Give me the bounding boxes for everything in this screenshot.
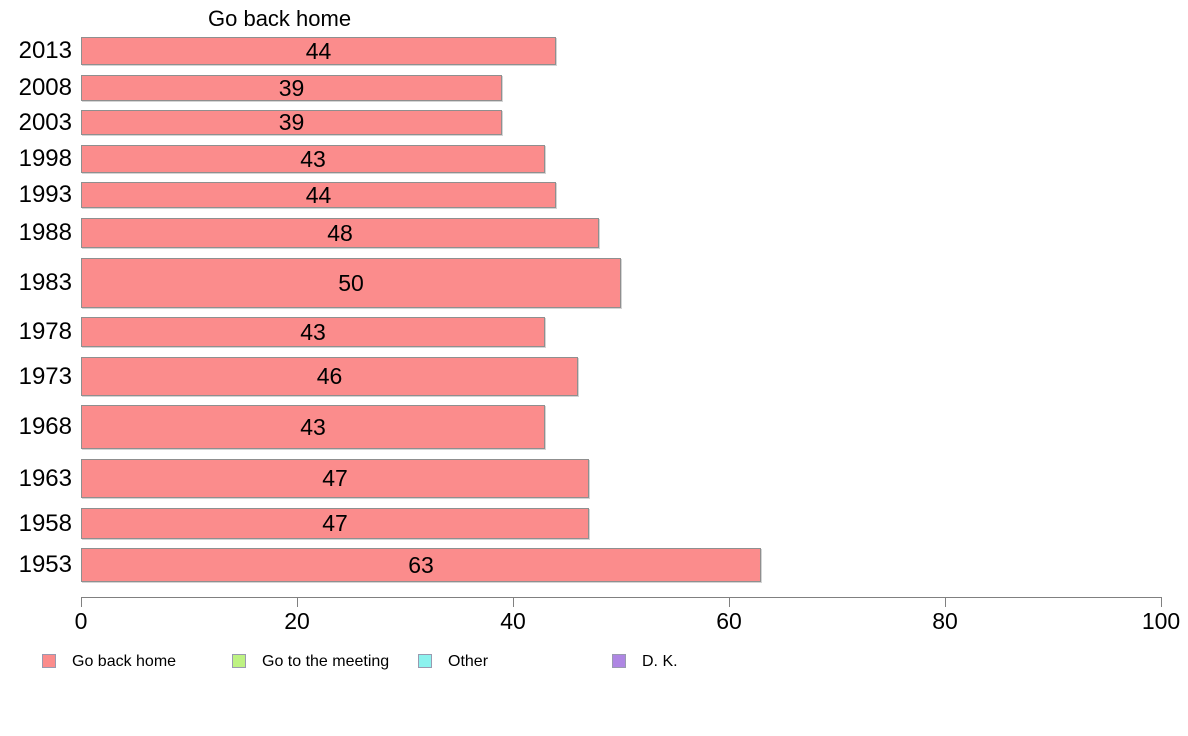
year-label: 1988: [0, 218, 72, 248]
chart-title: Go back home: [208, 6, 351, 32]
year-label: 1983: [0, 258, 72, 308]
x-axis-tick-label: 100: [1121, 608, 1188, 635]
bar-value-label: 47: [322, 510, 348, 537]
bar-value-label: 48: [327, 220, 353, 247]
bar-value-label: 47: [322, 465, 348, 492]
bar: 63: [81, 548, 761, 582]
bar: 43: [81, 145, 545, 173]
x-axis-tick-label: 80: [905, 608, 985, 635]
x-axis-tick: [945, 597, 946, 607]
bar: 43: [81, 405, 545, 449]
x-axis-line: [81, 597, 1162, 598]
x-axis-tick-label: 60: [689, 608, 769, 635]
year-label: 1958: [0, 508, 72, 539]
year-label: 1963: [0, 459, 72, 498]
bar: 50: [81, 258, 621, 308]
bar: 43: [81, 317, 545, 347]
year-label: 2008: [0, 75, 72, 101]
bar: 39: [81, 75, 502, 101]
year-label: 1968: [0, 405, 72, 449]
legend-label: Go to the meeting: [262, 653, 389, 671]
x-axis-tick-label: 20: [257, 608, 337, 635]
bar: 39: [81, 110, 502, 135]
bar-value-label: 39: [279, 109, 305, 136]
bar-value-label: 39: [279, 75, 305, 102]
bar-chart: Go back home 2013 44 2008 39 2003 39 1998 43 199…: [0, 0, 1188, 736]
legend-swatch-1: [42, 654, 56, 668]
bar: 44: [81, 182, 556, 208]
year-label: 1993: [0, 182, 72, 208]
legend-swatch-4: [612, 654, 626, 668]
legend-label: Other: [448, 653, 488, 671]
year-label: 1978: [0, 317, 72, 347]
x-axis-tick: [1161, 597, 1162, 607]
year-label: 1998: [0, 145, 72, 173]
bar: 47: [81, 508, 589, 539]
bar: 48: [81, 218, 599, 248]
bar-value-label: 44: [306, 38, 332, 65]
bar-value-label: 44: [306, 182, 332, 209]
x-axis-tick: [513, 597, 514, 607]
bar-value-label: 43: [300, 146, 326, 173]
legend-label: D. K.: [642, 653, 678, 671]
year-label: 2003: [0, 110, 72, 135]
bar: 47: [81, 459, 589, 498]
bar: 46: [81, 357, 578, 396]
x-axis-tick: [81, 597, 82, 607]
bar: 44: [81, 37, 556, 65]
bar-value-label: 43: [300, 414, 326, 441]
legend-swatch-2: [232, 654, 246, 668]
legend-label: Go back home: [72, 653, 176, 671]
year-label: 2013: [0, 37, 72, 65]
x-axis-tick: [297, 597, 298, 607]
bar-value-label: 63: [408, 552, 434, 579]
bar-value-label: 50: [338, 270, 364, 297]
bar-value-label: 43: [300, 319, 326, 346]
bar-value-label: 46: [317, 363, 343, 390]
x-axis-tick: [729, 597, 730, 607]
x-axis-tick-label: 0: [41, 608, 121, 635]
x-axis-tick-label: 40: [473, 608, 553, 635]
year-label: 1953: [0, 548, 72, 582]
year-label: 1973: [0, 357, 72, 396]
legend-swatch-3: [418, 654, 432, 668]
